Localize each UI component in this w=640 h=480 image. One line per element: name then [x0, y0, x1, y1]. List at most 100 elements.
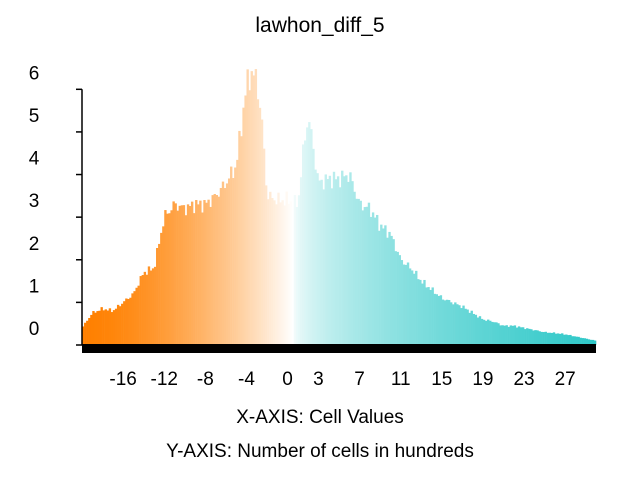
histogram-bar	[186, 204, 190, 345]
histogram-bar	[285, 191, 288, 345]
histogram-bar	[320, 179, 323, 345]
histogram-bar	[330, 188, 334, 345]
y-tick-label: 4	[29, 149, 40, 170]
histogram-bar	[577, 336, 580, 345]
histogram-bar	[398, 255, 401, 345]
histogram-bar	[324, 174, 327, 345]
histogram-bar	[166, 213, 169, 345]
histogram-bar	[100, 307, 103, 345]
x-tick-label: 15	[431, 369, 452, 390]
x-axis-rug-band	[82, 345, 596, 353]
histogram-bar	[384, 225, 387, 345]
histogram-bar	[283, 205, 286, 345]
histogram-bar	[92, 311, 95, 345]
y-tick-label: 0	[29, 319, 40, 340]
x-tick-label: -12	[151, 369, 178, 390]
x-tick-label: 3	[313, 369, 324, 390]
histogram-bar	[184, 215, 188, 345]
histogram-bar	[429, 289, 432, 345]
histogram-bar	[252, 75, 256, 346]
histogram-bar	[435, 294, 438, 345]
histogram-bar	[240, 136, 243, 345]
histogram-bar	[145, 274, 149, 345]
histogram-bar	[425, 287, 428, 345]
histogram-bar	[445, 299, 449, 345]
histogram-bar	[519, 327, 523, 345]
histogram-bar	[88, 317, 91, 345]
histogram-bar	[571, 336, 574, 345]
histogram-bar	[110, 312, 114, 345]
histogram-bar	[301, 144, 305, 345]
histogram-bar	[482, 319, 486, 345]
x-ticks-group: -16 -12 -8 -4 0 3 7 11 15 19 23 27	[109, 369, 575, 390]
histogram-bar	[295, 207, 299, 345]
histogram-bar	[287, 203, 290, 345]
histogram-bar	[318, 180, 321, 345]
histogram-bar	[493, 322, 496, 345]
histogram-bar	[515, 327, 519, 345]
histogram-bar	[458, 305, 461, 345]
histogram-bar	[431, 287, 434, 345]
histogram-bar	[413, 273, 416, 345]
histogram-bar	[125, 298, 128, 345]
x-tick-label: 23	[513, 369, 534, 390]
histogram-bar	[495, 322, 498, 345]
histogram-bar	[227, 178, 231, 345]
histogram-bar	[563, 334, 566, 345]
histogram-bar	[480, 318, 484, 345]
histogram-bar	[221, 181, 225, 345]
histogram-bar	[513, 325, 517, 345]
histogram-bar	[123, 301, 126, 345]
y-tick-label: 2	[29, 234, 40, 255]
histogram-bar	[507, 326, 510, 345]
histogram-bar	[355, 198, 358, 345]
histogram-bar	[417, 279, 420, 345]
histogram-bar	[213, 194, 216, 345]
histogram-bar	[558, 333, 562, 345]
histogram-bar	[203, 200, 206, 345]
histogram-bar	[238, 130, 241, 345]
histogram-bar	[548, 332, 552, 345]
histogram-bar	[279, 202, 282, 345]
y-tick-label: 5	[29, 106, 40, 127]
histogram-bar	[406, 262, 410, 345]
histogram-bar	[260, 119, 264, 345]
histogram-bar	[178, 205, 181, 345]
histogram-bar	[244, 95, 247, 346]
histogram-bar	[454, 302, 457, 345]
histogram-bar	[269, 191, 272, 345]
histogram-bar	[256, 99, 260, 345]
histogram-bar	[182, 205, 186, 345]
histogram-bar	[441, 299, 445, 345]
histogram-bar	[143, 271, 147, 345]
histogram-bar	[585, 338, 589, 345]
histogram-bar	[164, 210, 167, 345]
y-axis-label: Y-AXIS: Number of cells in hundreds	[166, 441, 474, 462]
histogram-bar	[554, 333, 558, 345]
histogram-bar	[339, 187, 342, 345]
histogram-bar	[291, 207, 295, 345]
histogram-bar	[521, 327, 525, 345]
histogram-bar	[536, 330, 539, 345]
histogram-bar	[427, 287, 430, 345]
histogram-bar	[289, 201, 293, 345]
x-tick-label: 27	[555, 369, 576, 390]
histogram-bar	[378, 230, 381, 345]
histogram-bar	[90, 314, 93, 345]
histogram-bar	[489, 320, 492, 345]
histogram-bar	[299, 177, 303, 345]
histogram-bar	[532, 330, 535, 345]
histogram-bar	[207, 199, 210, 345]
histogram-bar	[439, 295, 443, 345]
histogram-bar	[116, 304, 120, 345]
histogram-bar	[565, 334, 568, 345]
histogram-bar	[343, 176, 346, 345]
histogram-bar	[151, 268, 155, 345]
histogram-bar	[242, 107, 245, 346]
histogram-bar	[484, 320, 488, 345]
histogram-bar	[215, 195, 218, 345]
histogram-bar	[534, 330, 537, 345]
histogram-bar	[497, 323, 500, 345]
